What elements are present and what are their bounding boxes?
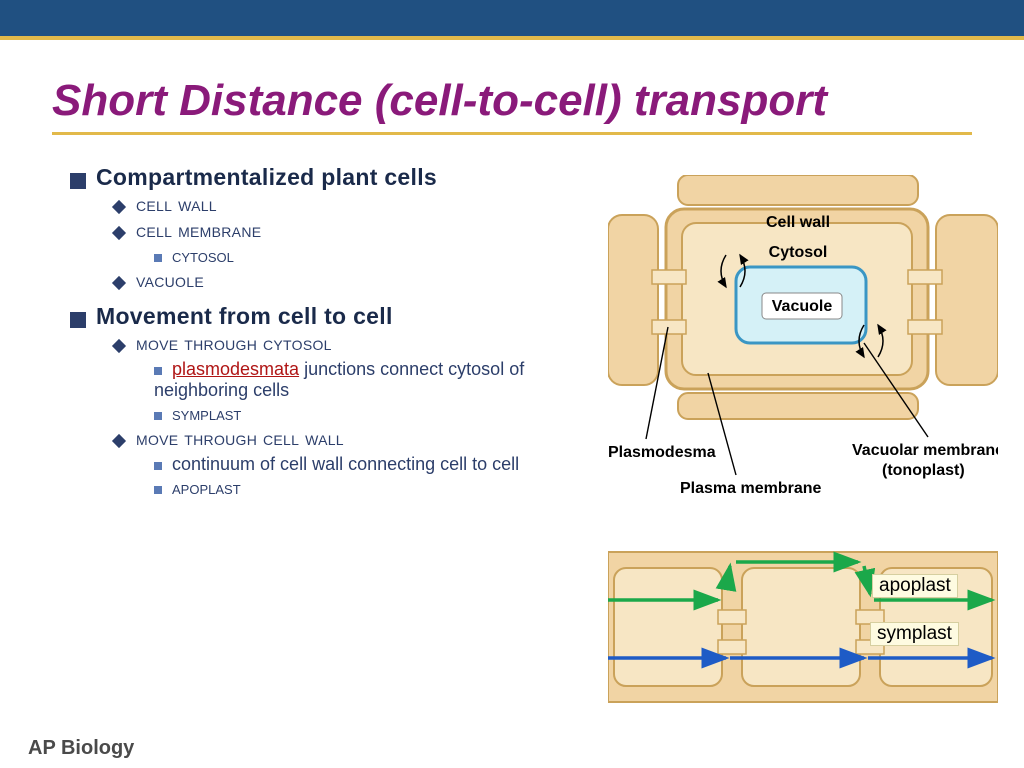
bullet-text: cell membrane <box>136 220 261 242</box>
square-bullet-icon <box>70 173 86 189</box>
label-cell-wall: Cell wall <box>766 214 830 231</box>
bullet-l2: cell wall <box>112 194 590 217</box>
small-square-bullet-icon <box>154 367 162 375</box>
bullet-l3: continuum of cell wall connecting cell t… <box>154 454 590 475</box>
slide-title: Short Distance (cell-to-cell) transport <box>52 76 972 135</box>
plasmodesmata-line: plasmodesmata junctions connect cytosol … <box>154 359 524 400</box>
diamond-bullet-icon <box>112 276 126 290</box>
bullet-text: cytosol <box>172 246 234 266</box>
small-square-bullet-icon <box>154 254 162 262</box>
label-plasma-membrane: Plasma membrane <box>680 480 822 497</box>
bullet-l1: Movement from cell to cell move through … <box>70 303 590 499</box>
bullet-l3: plasmodesmata junctions connect cytosol … <box>154 359 590 401</box>
square-bullet-icon <box>70 312 86 328</box>
top-band <box>0 0 1024 36</box>
diamond-bullet-icon <box>112 434 126 448</box>
bullet-text: Movement from cell to cell <box>96 303 393 329</box>
bullet-l2: move through cytosol plasmodesmata junct… <box>112 333 590 425</box>
slide: Short Distance (cell-to-cell) transport … <box>0 40 1024 768</box>
bullet-text: Compartmentalized plant cells <box>96 164 437 190</box>
bullet-text: cell wall <box>136 194 217 216</box>
bullet-text: move through cell wall <box>136 428 344 450</box>
label-vacuolar-membrane-2: (tonoplast) <box>882 462 965 479</box>
bullet-text: symplast <box>172 404 241 424</box>
label-vacuolar-membrane-1: Vacuolar membrane <box>852 442 998 459</box>
bullet-text: apoplast <box>172 478 241 498</box>
diamond-bullet-icon <box>112 226 126 240</box>
bullet-text: move through cytosol <box>136 333 332 355</box>
pathway-diagram: apoplast symplast <box>608 540 998 720</box>
label-cytosol: Cytosol <box>769 244 828 261</box>
cell-diagram: Cell wall Cytosol Vacuole Plasmodesma Pl… <box>608 175 998 505</box>
bullet-l2: vacuole <box>112 270 590 293</box>
diamond-bullet-icon <box>112 200 126 214</box>
small-square-bullet-icon <box>154 462 162 470</box>
label-vacuole: Vacuole <box>772 298 833 315</box>
bullet-l1: Compartmentalized plant cells cell wall … <box>70 164 590 293</box>
bullet-l2: move through cell wall continuum of cell… <box>112 428 590 499</box>
bullet-l3: apoplast <box>154 478 590 499</box>
bullet-text: continuum of cell wall connecting cell t… <box>172 454 519 474</box>
bullet-text: vacuole <box>136 270 204 292</box>
content-outline: Compartmentalized plant cells cell wall … <box>70 160 590 503</box>
label-symplast: symplast <box>870 622 959 646</box>
small-square-bullet-icon <box>154 486 162 494</box>
bullet-l3: cytosol <box>154 246 590 267</box>
footer-label: AP Biology <box>28 737 134 760</box>
small-square-bullet-icon <box>154 412 162 420</box>
bullet-l2: cell membrane cytosol <box>112 220 590 267</box>
label-plasmodesma: Plasmodesma <box>608 444 716 461</box>
label-apoplast: apoplast <box>872 574 958 598</box>
diamond-bullet-icon <box>112 339 126 353</box>
plasmodesmata-word: plasmodesmata <box>172 359 299 379</box>
bullet-l3: symplast <box>154 404 590 425</box>
